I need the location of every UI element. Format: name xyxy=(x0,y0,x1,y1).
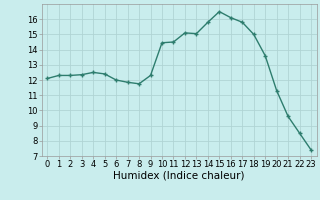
X-axis label: Humidex (Indice chaleur): Humidex (Indice chaleur) xyxy=(114,171,245,181)
